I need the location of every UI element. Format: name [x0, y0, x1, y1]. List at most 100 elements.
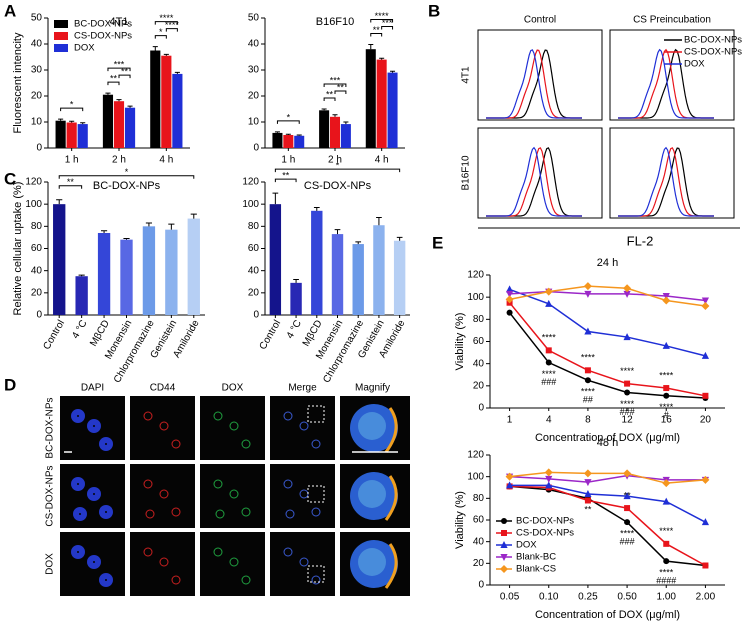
bar: [387, 72, 398, 148]
significance-label: ****: [659, 402, 674, 412]
marker: [624, 505, 631, 512]
legend-marker: [500, 565, 508, 573]
cell: [311, 439, 321, 449]
y-tick-label: 100: [467, 471, 484, 482]
marker: [545, 475, 553, 483]
series-line: [509, 288, 706, 357]
significance-bracket: [276, 120, 300, 124]
error-bar: [69, 120, 75, 123]
x-tick-label: 2 h: [328, 155, 342, 166]
cell: [99, 573, 113, 587]
significance-bracket: [274, 178, 297, 183]
cell: [87, 419, 101, 433]
series-line: [509, 471, 706, 484]
y-tick-label: 100: [25, 199, 42, 210]
bar: [272, 132, 283, 148]
histogram-curve: [486, 146, 582, 217]
cell: [171, 575, 181, 585]
marker: [624, 389, 631, 396]
bar: [172, 73, 183, 148]
series-line: [508, 312, 706, 399]
zoom-box: [307, 565, 325, 583]
bar: [142, 226, 156, 315]
x-tick-label: 0.10: [539, 592, 559, 603]
significance-label: ****: [159, 13, 174, 23]
histogram-frame: [609, 29, 735, 121]
error-bar: [396, 236, 403, 241]
column-title: DOX: [222, 383, 244, 394]
significance-label: **: [624, 490, 632, 500]
bar: [113, 101, 125, 148]
error-bar: [343, 121, 349, 125]
y-tick-label: 20: [248, 91, 260, 102]
significance-label: ****: [620, 529, 635, 539]
membrane: [384, 543, 398, 589]
cell: [283, 411, 293, 421]
error-bar: [272, 192, 279, 205]
y-axis-label: Fluorescent intencity: [12, 32, 24, 133]
marker: [623, 290, 631, 298]
error-bar: [376, 216, 382, 226]
bar: [373, 225, 385, 315]
significance-bracket: [334, 90, 347, 94]
marker: [701, 297, 710, 305]
y-tick-label: 50: [248, 13, 260, 24]
marker: [623, 469, 632, 478]
significance-label: *: [287, 112, 291, 122]
marker: [506, 309, 513, 316]
legend-label: Blank-CS: [516, 564, 556, 575]
x-tick-label: 0.05: [500, 592, 520, 603]
significance-bracket: [60, 107, 84, 112]
x-tick-label: 4: [546, 415, 552, 426]
significance-label: ****: [659, 526, 674, 536]
marker: [545, 359, 552, 366]
error-bar: [80, 122, 86, 125]
cell: [299, 421, 309, 431]
x-tick-label: 1 h: [65, 155, 79, 166]
bar: [161, 55, 172, 149]
y-tick-label: 20: [248, 287, 260, 298]
error-bar: [313, 206, 320, 211]
y-tick-label: 80: [31, 221, 43, 232]
cell: [283, 479, 293, 489]
cell: [213, 547, 223, 557]
significance-label: ****: [542, 369, 557, 379]
histogram-frame: [477, 127, 603, 219]
bar: [75, 276, 88, 315]
bar: [66, 122, 77, 148]
panel-label: C: [4, 169, 16, 188]
x-tick-label: 2 h: [112, 155, 126, 166]
marker: [701, 351, 710, 359]
bar: [331, 234, 344, 315]
cell: [145, 509, 155, 519]
marker: [584, 327, 592, 335]
x-tick-label: 0.25: [578, 592, 598, 603]
histogram-curve: [618, 48, 714, 119]
bar: [269, 204, 282, 315]
significance-label: ***: [330, 75, 341, 85]
significance-label: ###: [620, 407, 635, 417]
significance-label: ##: [583, 395, 593, 405]
chart-title: BC-DOX-NPs: [93, 180, 161, 192]
marker: [663, 540, 670, 547]
marker: [701, 518, 710, 526]
histogram-curve: [486, 147, 582, 217]
x-tick-label: 12: [622, 415, 634, 426]
micrograph: [270, 396, 335, 460]
significance-label: *: [70, 100, 74, 110]
error-bar: [56, 199, 63, 205]
x-tick-label: 4 h: [159, 155, 173, 166]
significance-label: **: [282, 170, 290, 180]
significance-label: ####: [656, 576, 676, 586]
y-tick-label: 0: [36, 143, 42, 154]
chart-title: CS-DOX-NPs: [304, 180, 372, 192]
y-axis-label: Relative cellular uptake (%): [12, 182, 24, 316]
series-line: [509, 285, 706, 307]
significance-bracket: [274, 168, 401, 173]
error-bar: [168, 223, 175, 230]
cell: [143, 547, 153, 557]
significance-label: ****: [581, 353, 596, 363]
cell: [87, 555, 101, 569]
legend-label: CS-DOX-NPs: [684, 47, 742, 58]
significance-label: *: [336, 160, 340, 170]
